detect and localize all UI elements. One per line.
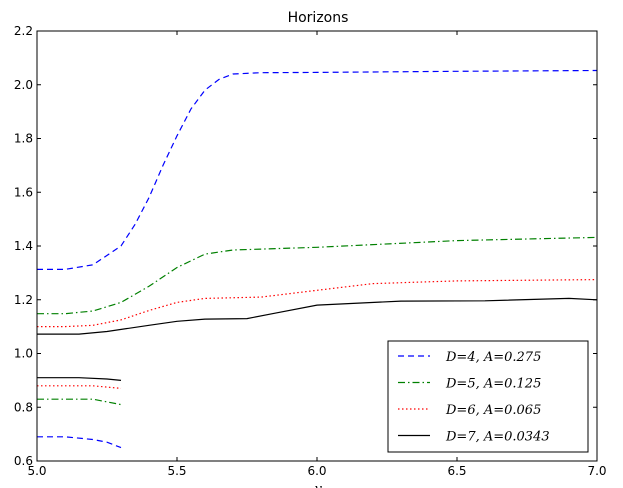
- legend: D=4, A=0.275 D=5, A=0.125 D=6, A=0.065 D=7,…: [387, 340, 589, 453]
- series-line-3-segment-2: [37, 385, 122, 389]
- ticks-layer: 5.0 5.5 6.0 6.5 7.0 0.6 0.8 1.0 1.2 1.4 1.6 1.8 2.0 2…: [14, 24, 607, 478]
- y-tick-label: 0.6: [14, 454, 33, 468]
- y-tick-label: 2.0: [14, 78, 33, 92]
- chart-title: Horizons: [288, 10, 349, 26]
- legend-label-2: D=5, A=0.125: [445, 377, 541, 392]
- y-tick-label: 1.0: [14, 347, 33, 361]
- legend-label-4: D=7, A=0.0343: [445, 430, 550, 445]
- x-tick-label: 5.5: [167, 464, 186, 478]
- legend-label-1: D=4, A=0.275: [445, 350, 541, 365]
- series-line-3-segment-1: [37, 279, 598, 328]
- y-tick-label: 2.2: [14, 24, 33, 38]
- legend-label-3: D=6, A=0.065: [445, 403, 541, 418]
- y-tick-label: 1.6: [14, 185, 33, 199]
- y-tick-label: 1.8: [14, 132, 33, 146]
- series-line-4-segment-1: [37, 297, 598, 335]
- y-tick-label: 1.4: [14, 239, 33, 253]
- x-tick-label: 6.5: [447, 464, 466, 478]
- y-tick-label: 1.2: [14, 293, 33, 307]
- x-tick-label: 6.0: [307, 464, 326, 478]
- legend-box: [387, 340, 589, 453]
- x-axis-label: y: [313, 482, 322, 488]
- y-tick-label: 0.8: [14, 400, 33, 414]
- series-line-1-segment-2: [37, 436, 122, 449]
- series-line-2-segment-1: [37, 236, 598, 315]
- series-line-1-segment-1: [37, 69, 598, 270]
- x-tick-label: 5.0: [27, 464, 46, 478]
- series-line-2-segment-2: [37, 398, 122, 406]
- series-layer: [37, 69, 598, 449]
- x-tick-label: 7.0: [587, 464, 606, 478]
- series-line-4-segment-2: [37, 377, 122, 381]
